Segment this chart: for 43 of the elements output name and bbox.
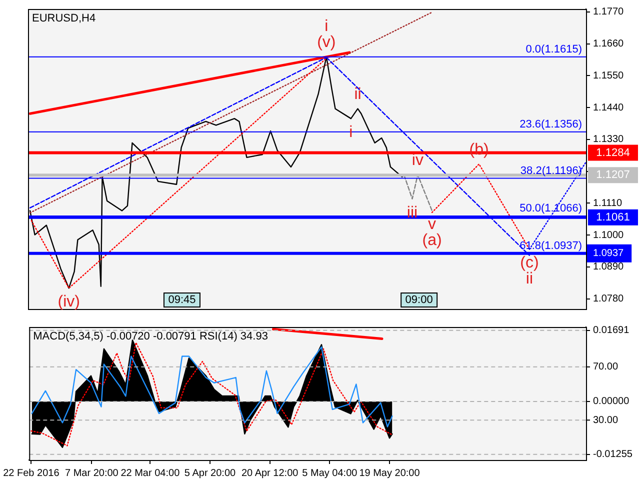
- annotation: (c): [520, 254, 539, 272]
- annotation: ii: [354, 86, 362, 104]
- y2-tick-label: 70.00: [593, 362, 618, 373]
- y2-tick-label: 30.00: [593, 414, 618, 426]
- annotation: (v): [317, 34, 336, 52]
- ref-line-label: 1.1061: [596, 211, 630, 224]
- y-tick-label: 1.0937: [593, 248, 624, 260]
- y-tick-label: -0.01255: [593, 449, 633, 460]
- annotation: (a): [422, 232, 442, 250]
- x-tick-label: 22 Feb 2016: [3, 468, 60, 479]
- annotation: i: [349, 124, 353, 141]
- y-tick-label: 0.01691: [593, 325, 630, 336]
- y-tick-label: 1.1660: [593, 38, 624, 50]
- ref-line-label: 50.0(1.1066): [520, 202, 582, 214]
- x-tick-label: 7 Mar 20:00: [65, 468, 119, 479]
- ref-line-label: 0.0(1.1615): [526, 43, 582, 56]
- annotation: iv: [412, 152, 424, 170]
- annotation: 09:45: [168, 294, 196, 306]
- ref-line-label: 23.6(1.1356): [520, 118, 582, 130]
- x-tick-label: 19 May 20:00: [359, 468, 420, 479]
- ref-line-label: 1.1284: [596, 146, 630, 159]
- y-tick-label: 1.1110: [593, 198, 623, 209]
- x-tick-label: 20 Apr 12:00: [241, 468, 299, 479]
- annotation: v: [428, 216, 436, 234]
- annotation: i: [324, 18, 328, 36]
- annotation: 09:00: [405, 294, 433, 306]
- y-tick-label: 1.1770: [593, 6, 624, 18]
- annotation: (iv): [58, 294, 80, 311]
- x-tick-label: 5 May 04:00: [302, 468, 358, 479]
- annotation: ii: [526, 270, 534, 288]
- chart-title: EURUSD,H4: [32, 12, 96, 25]
- y-tick-label: 1.1440: [593, 102, 624, 114]
- x-tick-label: 5 Apr 20:00: [184, 468, 236, 479]
- y-tick-label: 0.00000: [593, 396, 630, 408]
- y-tick-label: 1.1000: [593, 230, 624, 241]
- x-tick-label: 22 Mar 04:00: [120, 468, 180, 479]
- chart-title: MACD(5,34,5) -0.00720 -0.00791 RSI(14) 34.93: [33, 330, 268, 343]
- y-tick-label: 1.1330: [593, 134, 624, 146]
- y-tick-label: 1.0780: [593, 294, 624, 305]
- ref-line-label: 1.1207: [596, 169, 630, 182]
- y-tick-label: 1.1550: [593, 70, 624, 82]
- ref-line-label: 38.2(1.1196): [520, 164, 582, 177]
- y-tick-label: 1.0890: [593, 262, 624, 273]
